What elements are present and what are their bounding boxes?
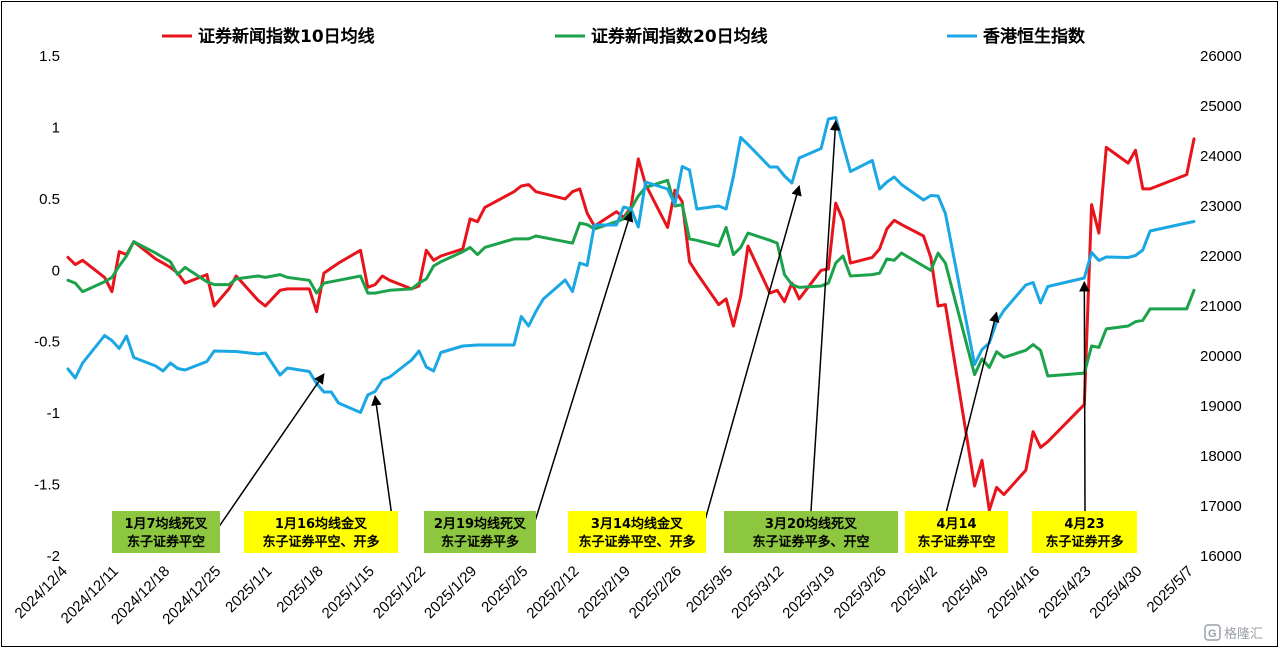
y-right-tick-label: 25000 — [1200, 98, 1242, 115]
watermark-text: 格隆汇 — [1224, 626, 1263, 642]
series-layer — [66, 116, 1196, 512]
y-left-tick-label: 1.5 — [39, 48, 60, 65]
x-tick-label: 2025/2/5 — [478, 563, 531, 616]
x-tick-label: 2025/1/8 — [273, 563, 326, 616]
x-tick-label: 2025/2/19 — [575, 563, 634, 622]
annotation-text: 4月23 — [1064, 517, 1104, 532]
x-tick-label: 2025/2/12 — [523, 563, 582, 622]
annotation-text: 3月14均线金叉 — [591, 516, 684, 532]
gelonghui-logo-letter: G — [1208, 628, 1217, 640]
x-tick-label: 2025/1/1 — [222, 563, 275, 616]
annotation-text: 2月19均线死叉 — [434, 516, 527, 532]
annotation-arrow — [810, 119, 841, 512]
y-right-tick-label: 18000 — [1200, 448, 1242, 465]
annotation-box — [568, 511, 706, 553]
y-left-tick-label: -1.5 — [34, 477, 60, 494]
annotation-box — [905, 511, 1008, 553]
y-right-tick-label: 23000 — [1200, 198, 1242, 215]
annotation-arrow — [371, 394, 395, 532]
annotation-text: 1月16均线金叉 — [275, 516, 368, 532]
y-axis-right: 26000 25000 24000 23000 22000 21000 20000 19000… — [1200, 48, 1242, 565]
annotation-arrow — [701, 184, 802, 532]
x-tick-label: 2025/3/12 — [728, 563, 787, 622]
x-tick-label: 2025/1/22 — [370, 563, 429, 622]
watermark: G 格隆汇 — [1204, 624, 1263, 642]
annotation-box — [424, 511, 536, 553]
y-right-tick-label: 20000 — [1200, 348, 1242, 365]
annotation-text: 东子证券平多、开空 — [752, 534, 869, 550]
annotation-text: 东子证券平空、开多 — [262, 534, 379, 550]
series-line-2 — [66, 116, 1196, 414]
annotation-arrow — [945, 311, 1000, 512]
annotation-text: 1月7均线死叉 — [124, 516, 208, 532]
y-left-tick-label: 0.5 — [39, 191, 60, 208]
y-axis-left: 1.5 1 0.5 0 -0.5 -1 -1.5 -2 — [34, 48, 60, 565]
x-tick-label: 2025/1/15 — [319, 563, 378, 622]
annotation-text: 东子证券开多 — [1045, 534, 1123, 550]
series-line-0 — [66, 137, 1196, 512]
x-tick-label: 2025/2/26 — [626, 563, 685, 622]
annotation-text: 东子证券平空、开多 — [578, 534, 695, 550]
x-tick-label: 2025/4/30 — [1086, 563, 1145, 622]
y-left-tick-label: -2 — [47, 548, 60, 565]
annotation-box — [112, 511, 220, 553]
y-right-tick-label: 17000 — [1200, 498, 1242, 515]
y-left-tick-label: -0.5 — [34, 334, 60, 351]
y-right-tick-label: 21000 — [1200, 298, 1242, 315]
x-tick-label: 2025/3/5 — [683, 563, 736, 616]
annotation-boxes: 1月7均线死叉东子证券平空1月16均线金叉东子证券平空、开多2月19均线死叉东子… — [112, 511, 1137, 553]
x-axis: 2024/12/42024/12/112024/12/182024/12/252… — [12, 563, 1197, 628]
y-right-tick-label: 26000 — [1200, 48, 1242, 65]
annotation-text: 4月14 — [936, 517, 976, 532]
annotation-text: 东子证券平空 — [917, 534, 995, 550]
legend-label-20d: 证券新闻指数20日均线 — [591, 26, 768, 47]
gelonghui-logo-icon — [1204, 624, 1221, 641]
annotation-text: 东子证券平空 — [127, 534, 205, 550]
x-tick-label: 2025/4/16 — [984, 563, 1043, 622]
annotation-text: 东子证券平多 — [441, 534, 519, 550]
y-right-tick-label: 16000 — [1200, 548, 1242, 565]
y-left-tick-label: 1 — [52, 119, 60, 136]
x-tick-label: 2025/4/2 — [888, 563, 941, 616]
annotation-text: 3月20均线死叉 — [765, 516, 858, 532]
annotation-box — [244, 511, 398, 553]
annotation-box — [724, 511, 898, 553]
x-tick-label: 2025/3/19 — [779, 563, 838, 622]
legend: 证券新闻指数10日均线 证券新闻指数20日均线 香港恒生指数 — [162, 26, 1086, 47]
x-tick-label: 2025/1/29 — [421, 563, 480, 622]
y-right-tick-label: 24000 — [1200, 148, 1242, 165]
y-left-tick-label: -1 — [47, 405, 60, 422]
annotation-arrow — [1079, 280, 1090, 512]
x-tick-label: 2025/5/7 — [1144, 563, 1197, 616]
annotation-box — [1032, 511, 1137, 553]
annotation-arrow — [215, 373, 325, 532]
x-tick-label: 2025/4/23 — [1035, 563, 1094, 622]
y-right-tick-label: 19000 — [1200, 398, 1242, 415]
legend-label-10d: 证券新闻指数10日均线 — [198, 26, 375, 47]
annotation-arrow — [531, 210, 634, 532]
annotation-arrows — [215, 119, 1090, 532]
x-tick-label: 2025/3/26 — [831, 563, 890, 622]
x-tick-label: 2025/4/9 — [939, 563, 992, 616]
legend-label-hsi: 香港恒生指数 — [983, 26, 1086, 47]
y-right-tick-label: 22000 — [1200, 248, 1242, 265]
y-left-tick-label: 0 — [52, 262, 60, 279]
